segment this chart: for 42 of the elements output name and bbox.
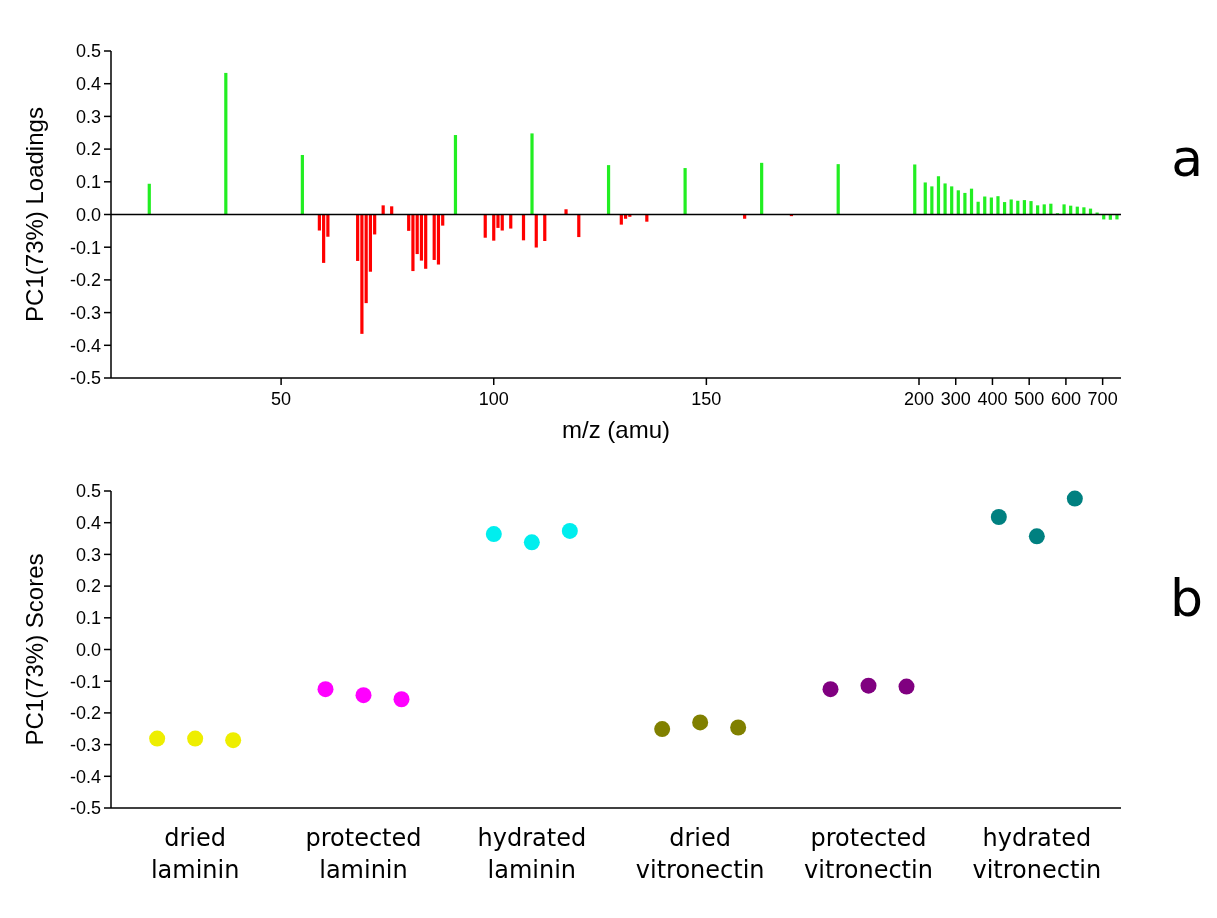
x-tick-label: 100 [478, 389, 509, 409]
x-axis-title: m/z (amu) [562, 416, 670, 443]
x-tick-label: hydrated vitronectin [972, 824, 1102, 884]
y-tick-label: 0.5 [75, 481, 101, 502]
y-axis-title: PC1(73%) Scores [21, 553, 48, 746]
y-tick-label: -0.3 [69, 734, 101, 755]
y-tick-label: 0.2 [75, 139, 101, 160]
x-tick-label: 600 [1050, 389, 1081, 409]
y-tick-label: 0.5 [75, 41, 101, 62]
y-tick-label: 0.4 [75, 74, 101, 94]
x-tick-label: 500 [1014, 389, 1045, 409]
y-tick-label: -0.4 [69, 766, 101, 787]
x-tick-label: 200 [903, 389, 935, 409]
y-tick-label: 0.1 [75, 608, 101, 629]
y-tick-label: -0.2 [69, 703, 101, 724]
y-tick-label: 0.1 [75, 172, 101, 193]
x-tick-label: 150 [691, 389, 722, 409]
y-tick-label: -0.5 [69, 798, 101, 819]
x-tick-label: 700 [1087, 389, 1118, 409]
y-axis-title: PC1(73%) Loadings [21, 107, 48, 322]
x-tick-label: 400 [977, 389, 1008, 409]
x-tick-label: hydrated laminin [477, 824, 587, 884]
y-tick-label: 0.0 [75, 639, 101, 660]
x-tick-label: dried vitronectin [635, 824, 765, 884]
x-tick-label: 50 [271, 389, 292, 409]
x-tick-label: dried laminin [150, 824, 240, 884]
y-tick-label: 0.3 [75, 106, 101, 127]
y-tick-label: -0.1 [69, 237, 101, 258]
text: a [1171, 128, 1203, 188]
x-tick-label: protected laminin [305, 824, 422, 884]
y-tick-label: 0.2 [75, 576, 101, 597]
y-tick-label: -0.3 [69, 302, 101, 323]
y-tick-label: -0.1 [69, 671, 101, 692]
y-tick-label: -0.5 [69, 368, 101, 389]
x-tick-label: 300 [940, 389, 971, 409]
y-tick-label: 0.0 [75, 204, 101, 225]
text: b [1169, 568, 1203, 628]
y-tick-label: -0.4 [69, 335, 101, 356]
y-tick-label: 0.4 [75, 513, 101, 533]
x-tick-label: protected vitronectin [804, 824, 933, 884]
y-tick-label: -0.2 [69, 270, 101, 291]
y-tick-label: 0.3 [75, 544, 101, 565]
